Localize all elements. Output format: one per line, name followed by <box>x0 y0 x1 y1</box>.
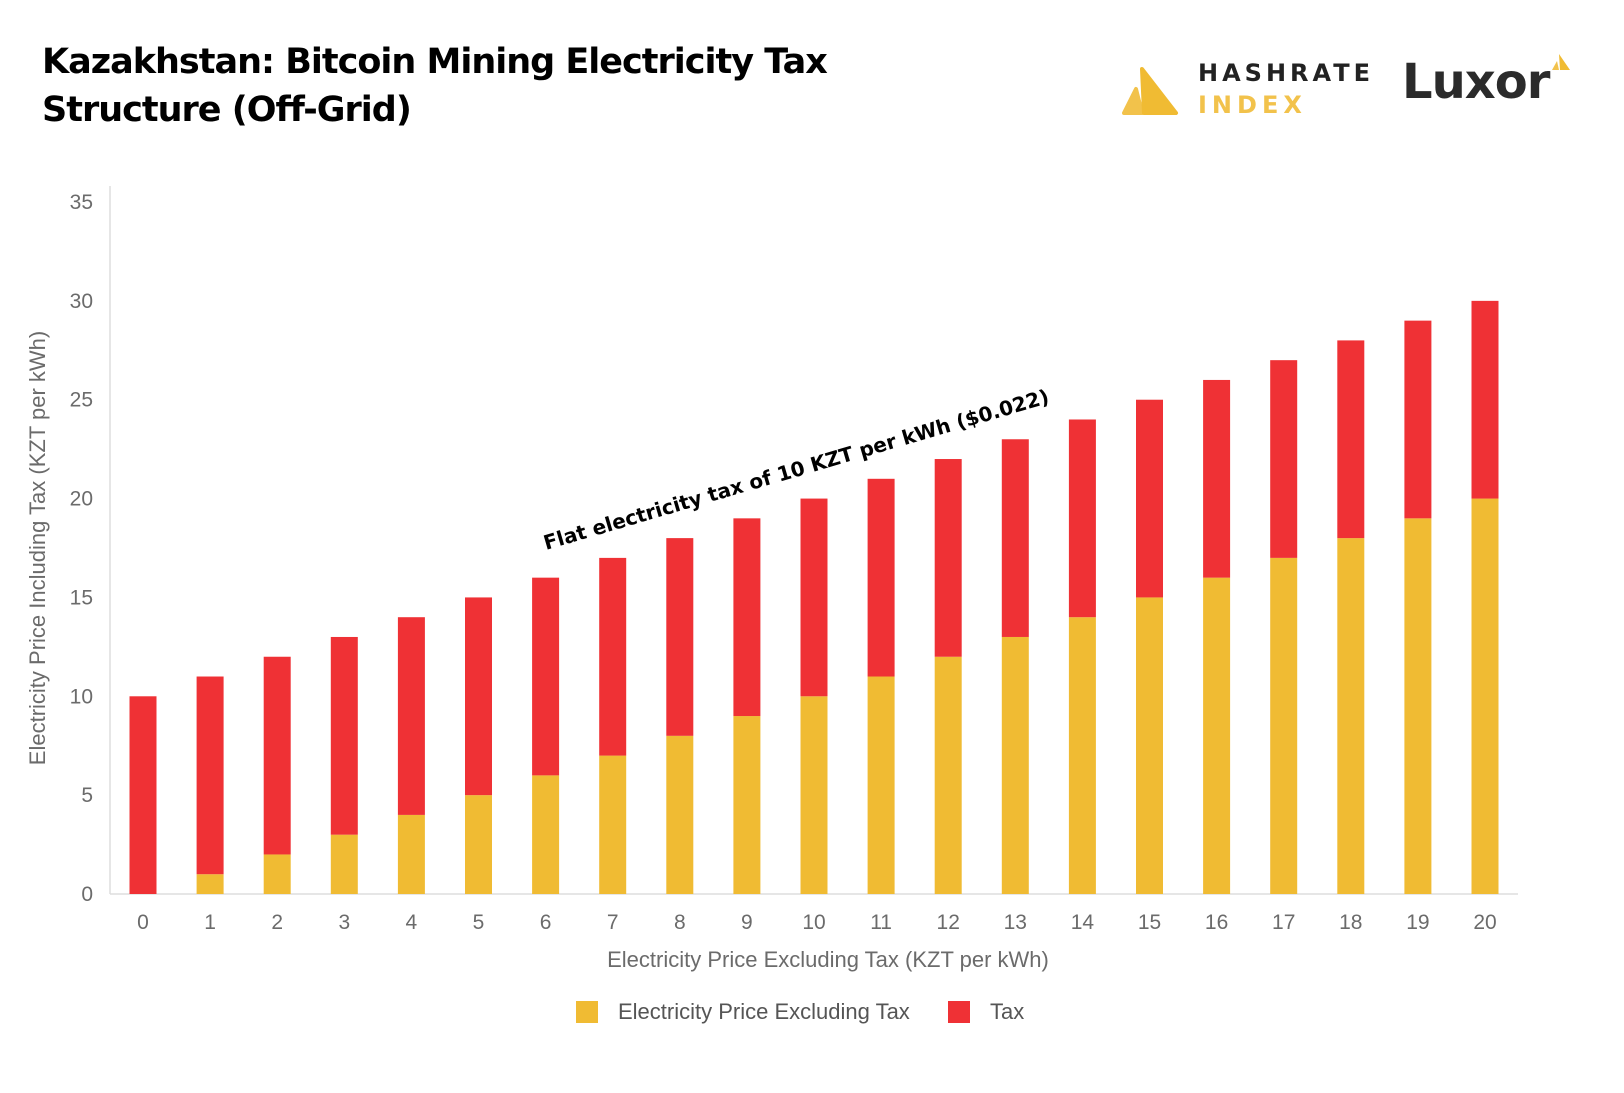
bar-tax <box>263 656 291 855</box>
bar-price-ex-tax <box>934 656 962 894</box>
bar-tax <box>1203 379 1231 578</box>
bar-tax <box>397 617 425 815</box>
bar-price-ex-tax <box>465 795 492 894</box>
bar-price-ex-tax <box>263 854 291 894</box>
chart-title-line2: Structure (Off-Grid) <box>42 90 412 130</box>
x-tick-label: 14 <box>1071 911 1095 934</box>
y-axis-title: Electricity Price Including Tax (KZT per… <box>25 331 50 765</box>
bar-price-ex-tax <box>1068 617 1096 894</box>
bar-price-ex-tax <box>1404 518 1432 894</box>
x-axis-title: Electricity Price Excluding Tax (KZT per… <box>607 947 1049 972</box>
y-tick-label: 5 <box>81 784 93 807</box>
bar-tax <box>129 696 157 894</box>
legend-swatch-price-ex-tax <box>576 1001 598 1023</box>
x-tick-label: 19 <box>1406 911 1429 934</box>
bar-price-ex-tax <box>1337 538 1365 894</box>
x-tick-label: 13 <box>1004 911 1027 934</box>
legend-label-price-ex-tax: Electricity Price Excluding Tax <box>618 999 910 1024</box>
bar-price-ex-tax <box>532 775 560 894</box>
bar-price-ex-tax <box>800 696 828 894</box>
luxor-logo: Luxor <box>1402 50 1602 120</box>
bar-tax <box>1471 300 1499 499</box>
x-tick-label: 6 <box>540 911 552 934</box>
x-tick-label: 2 <box>271 911 283 934</box>
bar-tax <box>599 557 627 756</box>
bar-tax <box>733 518 761 717</box>
bar-tax <box>1404 320 1432 519</box>
legend-swatch-tax <box>948 1001 970 1023</box>
chart-title: Kazakhstan: Bitcoin Mining Electricity T… <box>42 38 942 134</box>
legend: Electricity Price Excluding Tax Tax <box>576 999 1024 1024</box>
luxor-triangle-icon <box>1552 54 1570 70</box>
bar-price-ex-tax <box>1136 597 1163 894</box>
x-tick-label: 17 <box>1272 911 1295 934</box>
bar-tax <box>934 459 962 657</box>
x-tick-label: 3 <box>338 911 350 934</box>
bars <box>129 300 1499 894</box>
legend-label-tax: Tax <box>990 999 1024 1024</box>
hashrate-index-triangle-icon <box>1122 67 1178 115</box>
bar-price-ex-tax <box>867 676 895 894</box>
x-tick-label: 8 <box>674 911 686 934</box>
bar-price-ex-tax <box>1001 636 1029 894</box>
bar-tax <box>800 498 828 697</box>
bar-tax <box>330 636 358 835</box>
y-tick-label: 15 <box>70 586 93 609</box>
bar-price-ex-tax <box>1471 498 1499 894</box>
chart-title-line1: Kazakhstan: Bitcoin Mining Electricity T… <box>42 42 828 82</box>
x-tick-label: 11 <box>870 911 892 934</box>
bar-price-ex-tax <box>733 716 761 894</box>
y-tick-label: 35 <box>70 191 93 214</box>
bar-tax <box>867 478 895 677</box>
luxor-word: Luxor <box>1402 54 1550 110</box>
annotation-flat-tax: Flat electricity tax of 10 KZT per kWh (… <box>541 384 1052 554</box>
bar-tax <box>1001 439 1029 637</box>
x-tick-label: 18 <box>1339 911 1362 934</box>
bar-price-ex-tax <box>397 814 425 894</box>
x-tick-label: 1 <box>204 911 216 934</box>
bar-price-ex-tax <box>666 735 694 894</box>
x-tick-label: 12 <box>937 911 960 934</box>
bar-tax <box>1068 419 1096 618</box>
x-tick-label: 15 <box>1138 911 1161 934</box>
bar-price-ex-tax <box>330 834 358 894</box>
y-tick-label: 25 <box>70 389 93 412</box>
bar-price-ex-tax <box>599 755 627 894</box>
y-axis-ticks: 0 5 10 15 20 25 30 35 <box>70 191 93 906</box>
bar-tax <box>1270 360 1298 558</box>
x-tick-label: 9 <box>741 911 753 934</box>
x-tick-label: 0 <box>137 911 149 934</box>
y-tick-label: 20 <box>70 488 93 511</box>
bar-tax <box>532 577 560 776</box>
hashrate-word: HASHRATE <box>1198 59 1374 87</box>
y-tick-label: 10 <box>70 685 93 708</box>
x-tick-label: 16 <box>1205 911 1228 934</box>
x-tick-label: 20 <box>1473 911 1496 934</box>
bar-price-ex-tax <box>1270 557 1298 894</box>
hashrate-index-logo: HASHRATE INDEX <box>1120 55 1370 125</box>
bar-tax <box>1136 399 1163 598</box>
x-tick-label: 10 <box>802 911 825 934</box>
y-tick-label: 0 <box>81 883 93 906</box>
bar-price-ex-tax <box>196 874 224 894</box>
x-tick-label: 4 <box>406 911 418 934</box>
bar-price-ex-tax <box>1203 577 1231 894</box>
bar-tax <box>666 538 694 736</box>
bar-tax <box>196 676 224 875</box>
index-word: INDEX <box>1198 91 1307 119</box>
x-tick-label: 5 <box>473 911 485 934</box>
x-axis-ticks: 0 1 2 3 4 5 6 7 8 9 10 11 12 13 14 15 16 17 18 19 20 <box>137 911 1497 934</box>
bar-tax <box>465 597 492 796</box>
bar-tax <box>1337 340 1365 539</box>
y-tick-label: 30 <box>70 290 93 313</box>
x-tick-label: 7 <box>607 911 619 934</box>
